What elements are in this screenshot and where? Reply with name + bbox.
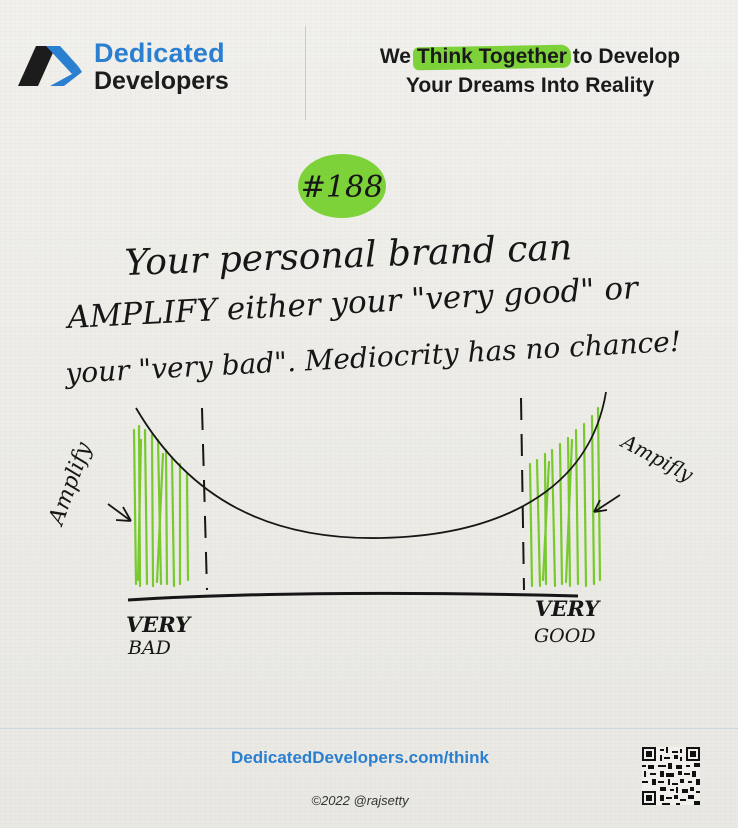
arrow-left <box>107 503 132 522</box>
label-amplify-left: Amplify <box>43 439 97 530</box>
tagline-highlight-text: Think Together <box>416 45 567 68</box>
axis-label-bad: BAD <box>127 637 171 659</box>
qr-code <box>642 747 700 805</box>
baseline-axis <box>127 591 579 602</box>
footer-link[interactable]: DedicatedDevelopers.com/think <box>231 748 489 767</box>
axis-label-very-left: VERY <box>126 612 192 637</box>
header-divider <box>305 26 306 120</box>
axis-label-very-right: VERY <box>535 596 601 621</box>
copyright: ©2022 @rajsetty <box>311 793 409 808</box>
arrow-right <box>593 494 621 513</box>
threshold-left <box>201 407 208 591</box>
label-amplify-right: Ampifly <box>616 428 698 487</box>
u-curve <box>135 391 607 539</box>
sketch-text-line1: Your personal brand can <box>124 227 573 284</box>
sketch-illustration: #188 Your personal brand can AMPLIFY eit… <box>43 154 698 659</box>
brand-name-line1: Dedicated <box>94 38 225 68</box>
brand-name-line2: Developers <box>94 67 229 95</box>
tagline-line2: Your Dreams Into Reality <box>405 74 655 97</box>
dedicated-developers-logo <box>18 46 82 86</box>
tagline-line1: We Think Together to Develop <box>330 42 730 71</box>
green-hatching-right <box>528 406 602 588</box>
tagline-highlight: Think Together <box>417 42 567 71</box>
tagline-pre: We <box>379 45 417 68</box>
number-badge-blob <box>298 154 386 218</box>
axis-label-good: GOOD <box>534 625 596 647</box>
sketch-number: #188 <box>301 170 383 205</box>
footer-divider <box>0 728 738 729</box>
threshold-right <box>520 397 525 591</box>
green-hatching-left <box>132 424 190 588</box>
sketch-text-line3: your "very bad". Mediocrity has no chanc… <box>63 325 682 390</box>
tagline-post: to Develop <box>566 45 681 68</box>
tagline: We Think Together to Develop Your Dreams… <box>330 42 730 100</box>
